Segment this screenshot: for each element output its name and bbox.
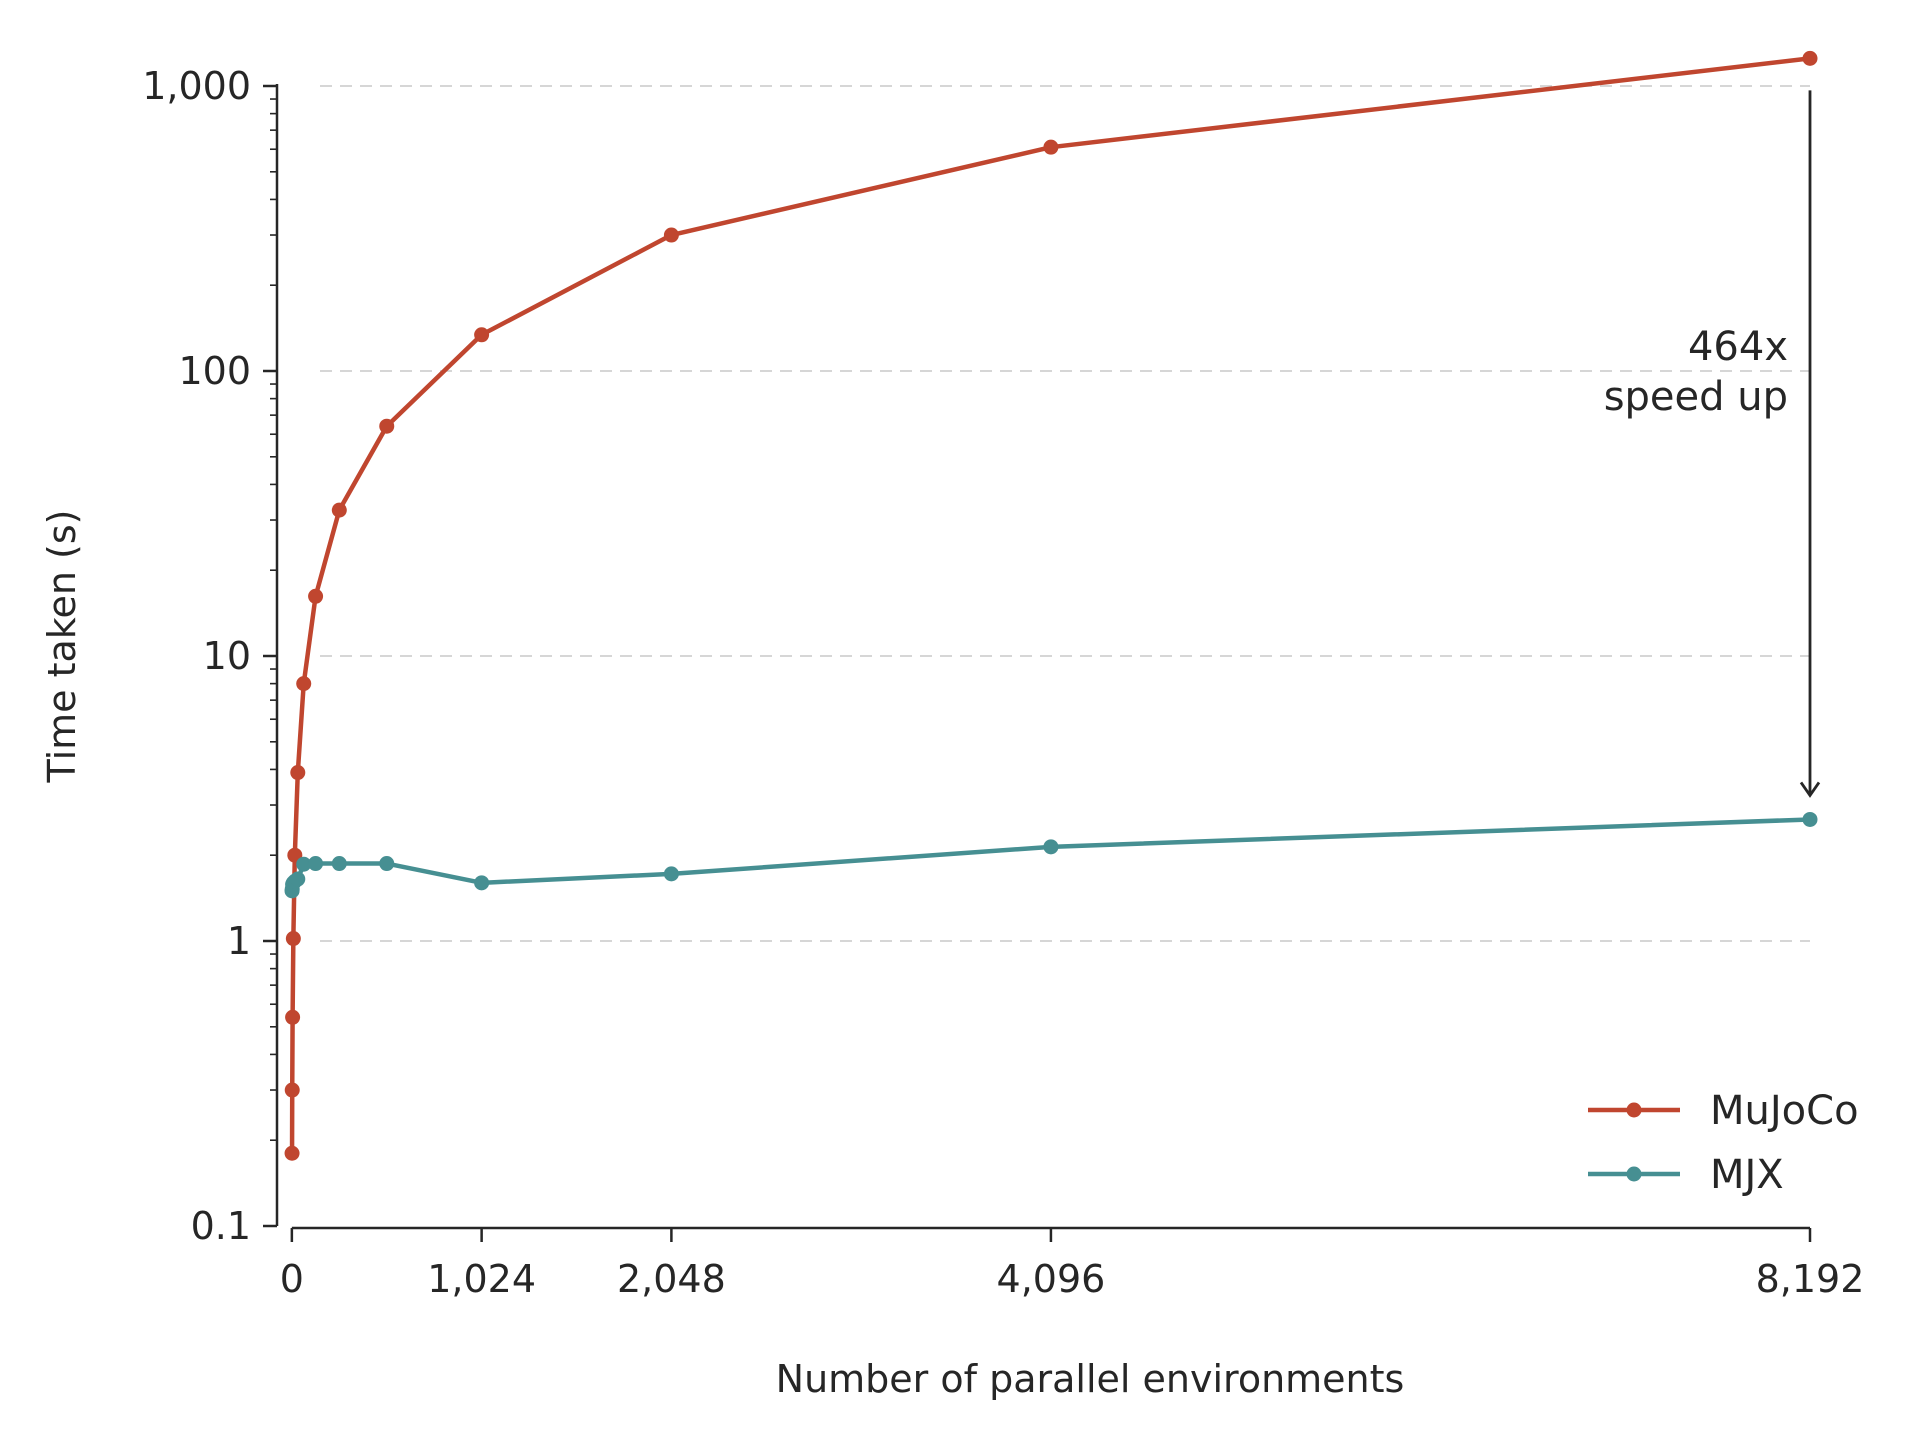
- series-mujoco: [284, 50, 1818, 1161]
- series-line-mjx: [289, 817, 1811, 892]
- legend-item-mjx: MJX: [1588, 1152, 1784, 1198]
- x-axis-title: Number of parallel environments: [776, 1357, 1405, 1401]
- legend: MuJoCo MJX: [1588, 1088, 1859, 1198]
- x-tick-label: 0: [280, 1257, 304, 1301]
- data-point: [331, 856, 347, 872]
- y-axis-title: Time taken (s): [40, 510, 84, 784]
- data-point: [285, 1009, 301, 1025]
- x-tick-label: 2,048: [617, 1257, 726, 1301]
- data-point: [285, 931, 301, 947]
- series-line-mujoco: [289, 56, 1811, 1154]
- data-point: [1043, 139, 1059, 155]
- data-point: [1043, 839, 1059, 855]
- data-point: [331, 502, 347, 518]
- data-point: [290, 871, 306, 887]
- data-point: [284, 1145, 300, 1161]
- data-point: [308, 588, 324, 604]
- legend-swatch-marker: [1626, 1102, 1642, 1118]
- series-mjx: [284, 811, 1818, 899]
- data-point: [379, 856, 395, 872]
- annotation-arrowhead: [1799, 781, 1821, 798]
- x-tick-label: 8,192: [1756, 1257, 1865, 1301]
- annotation-text-line: 464x: [1688, 324, 1788, 370]
- annotation-text-line: speed up: [1604, 374, 1788, 420]
- data-point: [284, 1082, 300, 1098]
- data-point: [379, 418, 395, 434]
- data-point: [1802, 50, 1818, 66]
- data-point: [290, 765, 306, 781]
- x-tick-label: 1,024: [427, 1257, 536, 1301]
- y-tick-label: 100: [178, 349, 251, 393]
- y-tick-label: 10: [203, 634, 251, 678]
- y-tick-label: 0.1: [191, 1204, 251, 1248]
- data-point: [296, 856, 312, 872]
- data-point: [308, 856, 324, 872]
- x-tick-label: 4,096: [997, 1257, 1106, 1301]
- data-point: [663, 227, 679, 243]
- y-tick-label: 1,000: [142, 64, 251, 108]
- data-point: [474, 327, 490, 343]
- data-point: [1802, 811, 1818, 827]
- data-point: [296, 676, 312, 692]
- y-tick-label: 1: [227, 919, 251, 963]
- legend-swatch-marker: [1626, 1166, 1642, 1182]
- legend-label: MJX: [1710, 1152, 1784, 1198]
- legend-label: MuJoCo: [1710, 1088, 1859, 1134]
- data-point: [663, 866, 679, 882]
- gridlines: [320, 85, 1810, 942]
- data-point: [474, 875, 490, 891]
- legend-item-mujoco: MuJoCo: [1588, 1088, 1859, 1134]
- series-lines: [284, 50, 1818, 1161]
- tick-marks: 0.1 1 10 100 1,000 0 1,024 2,048 4,096 8,192: [142, 64, 1864, 1301]
